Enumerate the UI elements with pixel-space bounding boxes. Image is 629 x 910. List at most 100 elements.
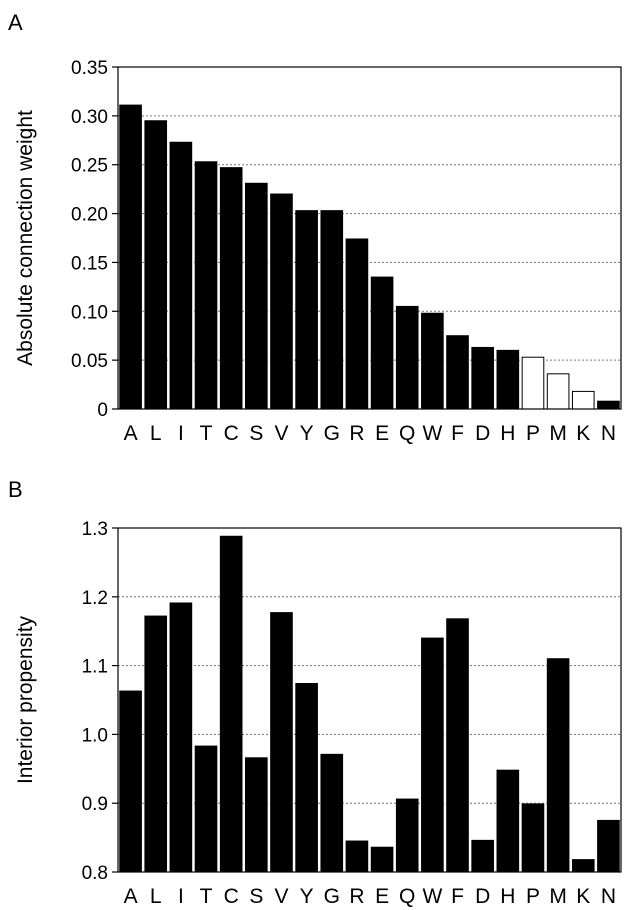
bar-D bbox=[471, 346, 494, 410]
x-tick-label: Q bbox=[399, 885, 415, 908]
bar-H bbox=[496, 349, 520, 410]
x-tick-label: I bbox=[178, 885, 184, 908]
x-tick-label: N bbox=[601, 885, 616, 908]
bar-P bbox=[521, 356, 545, 410]
bar-S bbox=[245, 182, 268, 410]
x-tick-label: C bbox=[224, 885, 239, 908]
axes-frame bbox=[117, 527, 622, 873]
x-tick-label: W bbox=[422, 885, 442, 908]
bar-P bbox=[521, 803, 545, 873]
x-tick-label: P bbox=[526, 885, 540, 908]
bar-Y bbox=[295, 210, 318, 410]
x-tick-label: T bbox=[200, 885, 213, 908]
bar-T bbox=[194, 161, 218, 410]
x-tick-label: M bbox=[549, 422, 567, 445]
bar-Q bbox=[395, 305, 419, 410]
x-tick-label: C bbox=[224, 422, 239, 445]
bar-E bbox=[370, 846, 394, 873]
x-tick-label: V bbox=[274, 422, 288, 445]
x-tick-label: E bbox=[375, 422, 389, 445]
y-tick-label: 0.20 bbox=[71, 205, 108, 226]
bar-K bbox=[571, 859, 595, 873]
y-tick-label: 0.8 bbox=[82, 863, 108, 884]
y-tick-label: 0.25 bbox=[71, 156, 108, 177]
panel-label: A bbox=[8, 10, 23, 35]
x-tick-label: N bbox=[601, 422, 616, 445]
axes-frame bbox=[117, 66, 622, 410]
bar-G bbox=[320, 210, 344, 410]
bar-D bbox=[471, 839, 494, 873]
y-tick-label: 0.30 bbox=[71, 107, 108, 128]
y-tick-label: 0.35 bbox=[71, 58, 108, 79]
y-tick-label: 1.0 bbox=[82, 725, 108, 746]
bar-A bbox=[119, 690, 142, 873]
x-tick-label: D bbox=[475, 422, 490, 445]
bar-A bbox=[119, 104, 142, 410]
x-tick-label: W bbox=[422, 422, 442, 445]
bar-E bbox=[370, 276, 394, 410]
bar-N bbox=[597, 819, 620, 873]
bar-H bbox=[496, 769, 520, 873]
x-tick-label: M bbox=[549, 885, 567, 908]
x-tick-label: S bbox=[249, 885, 263, 908]
bar-R bbox=[345, 840, 369, 873]
bar-N bbox=[597, 400, 620, 410]
bar-L bbox=[144, 120, 168, 410]
x-tick-label: H bbox=[500, 885, 515, 908]
x-tick-label: K bbox=[576, 422, 590, 445]
x-tick-label: D bbox=[475, 885, 490, 908]
y-tick-label: 0 bbox=[97, 400, 108, 421]
bar-S bbox=[245, 757, 268, 873]
bar-F bbox=[446, 618, 469, 873]
panel-label: B bbox=[8, 477, 23, 502]
x-tick-label: R bbox=[349, 885, 364, 908]
x-tick-label: T bbox=[200, 422, 213, 445]
y-tick-label: 1.1 bbox=[82, 657, 108, 678]
bar-R bbox=[345, 238, 369, 410]
x-tick-label: G bbox=[324, 422, 340, 445]
x-tick-label: I bbox=[178, 422, 184, 445]
y-tick-label: 1.2 bbox=[82, 588, 108, 609]
x-tick-label: V bbox=[274, 885, 288, 908]
panel-a: A00.050.100.150.200.250.300.35A L I T C S V Y G R… bbox=[8, 10, 622, 445]
y-tick-label: 0.15 bbox=[71, 253, 108, 274]
x-tick-label: Y bbox=[300, 885, 314, 908]
bar-V bbox=[270, 612, 293, 873]
x-tick-label: P bbox=[526, 422, 540, 445]
bar-W bbox=[421, 312, 444, 410]
bar-C bbox=[219, 167, 243, 410]
panel-b: B 0.8 0.9 1.0 1.1 1.2 1.3 A L I T C S V Y G R E Q W F D H P M K N I… bbox=[8, 477, 622, 908]
x-tick-label: Y bbox=[300, 422, 314, 445]
x-tick-label: S bbox=[249, 422, 263, 445]
bar-M bbox=[546, 373, 570, 410]
y-axis-label: Absolute connection weight bbox=[14, 110, 37, 366]
x-tick-label: R bbox=[349, 422, 364, 445]
x-tick-label: F bbox=[451, 422, 464, 445]
bar-I bbox=[169, 141, 193, 410]
bar-F bbox=[446, 335, 469, 410]
y-tick-label: 0.05 bbox=[71, 351, 108, 372]
y-tick-label: 0.9 bbox=[82, 794, 108, 815]
x-tick-label: G bbox=[324, 885, 340, 908]
bar-K bbox=[571, 390, 595, 410]
bar-Y bbox=[295, 682, 318, 873]
x-tick-label: E bbox=[375, 885, 389, 908]
y-axis-label: Interior propensity bbox=[14, 615, 37, 784]
x-tick-label: A bbox=[124, 422, 138, 445]
x-tick-label: K bbox=[576, 885, 590, 908]
x-tick-label: L bbox=[150, 422, 162, 445]
y-tick-label: 1.3 bbox=[82, 519, 108, 540]
bar-C bbox=[219, 535, 243, 873]
bar-W bbox=[421, 637, 444, 873]
x-tick-label: H bbox=[500, 422, 515, 445]
x-tick-label: Q bbox=[399, 422, 415, 445]
bar-Q bbox=[395, 798, 419, 873]
bar-G bbox=[320, 753, 344, 873]
x-tick-label: L bbox=[150, 885, 162, 908]
bar-V bbox=[270, 193, 293, 410]
bar-L bbox=[144, 615, 168, 873]
bar-I bbox=[169, 602, 193, 873]
x-tick-label: A bbox=[124, 885, 138, 908]
bar-T bbox=[194, 745, 218, 873]
